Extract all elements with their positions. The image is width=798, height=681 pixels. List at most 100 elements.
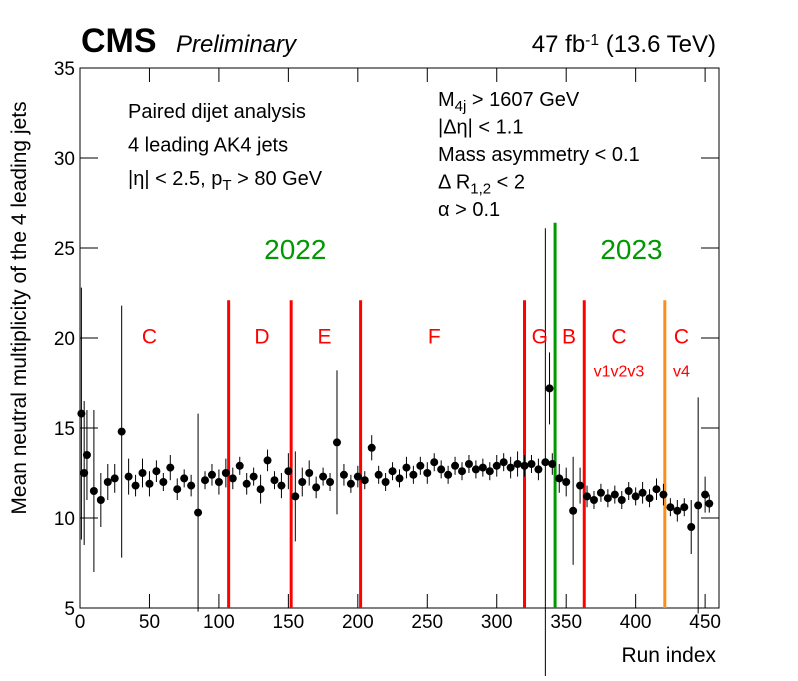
y-tick-label: 15 <box>54 419 75 440</box>
y-tick-label: 25 <box>54 239 75 260</box>
text-segment: > 80 GeV <box>232 168 323 190</box>
x-tick-label: 400 <box>620 612 652 633</box>
text-segment: α > 0.1 <box>438 199 500 221</box>
data-point <box>471 465 480 474</box>
data-point <box>423 469 432 477</box>
era-label: C <box>674 326 689 349</box>
era-label: C <box>611 326 626 349</box>
data-point <box>305 469 314 477</box>
era-sublabel: v4 <box>673 363 690 380</box>
data-point <box>326 478 335 486</box>
data-point <box>458 467 467 476</box>
data-point <box>617 496 626 504</box>
data-point <box>110 474 119 483</box>
x-tick-label: 100 <box>203 612 235 633</box>
data-point <box>96 496 105 504</box>
x-tick-label: 300 <box>481 612 513 633</box>
era-label: D <box>254 326 269 349</box>
data-point <box>395 474 404 483</box>
text-segment: > 1607 GeV <box>466 89 580 111</box>
era-label: F <box>428 326 441 349</box>
data-point <box>610 490 619 499</box>
data-point <box>589 496 598 504</box>
data-point <box>131 481 140 490</box>
era-label: B <box>562 326 576 349</box>
data-point <box>562 478 571 486</box>
data-point <box>339 470 348 479</box>
selection-line: Mass asymmetry < 0.1 <box>438 144 640 166</box>
text-segment: Mass asymmetry < 0.1 <box>438 144 640 166</box>
data-point <box>214 478 223 486</box>
data-point <box>194 508 203 517</box>
data-point <box>89 487 98 495</box>
data-point <box>319 472 328 481</box>
data-point <box>464 460 473 468</box>
selection-line: |η| < 2.5, pT > 80 GeV <box>128 168 323 194</box>
data-point <box>451 461 460 470</box>
data-point <box>492 461 501 470</box>
data-point <box>569 506 578 515</box>
data-point <box>631 492 640 501</box>
data-point <box>166 463 175 472</box>
data-point <box>138 469 147 477</box>
data-point <box>409 470 418 479</box>
data-point <box>346 479 355 488</box>
data-point <box>485 467 494 476</box>
text-segment: (13.6 TeV) <box>599 31 716 58</box>
x-tick-label: 350 <box>550 612 582 633</box>
data-point <box>298 478 307 486</box>
data-point <box>367 443 376 452</box>
data-point <box>548 460 557 468</box>
era-label: G <box>532 326 548 349</box>
year-label: 2022 <box>264 234 326 265</box>
data-point <box>652 485 661 494</box>
x-tick-label: 450 <box>689 612 721 633</box>
data-point <box>207 470 216 479</box>
data-point <box>402 463 411 472</box>
x-tick-label: 50 <box>139 612 160 633</box>
text-segment: Paired dijet analysis <box>128 101 306 123</box>
text-segment: < 2 <box>491 172 525 194</box>
data-point <box>353 472 362 481</box>
data-point <box>583 492 592 501</box>
data-point <box>117 427 126 436</box>
data-point <box>249 472 258 481</box>
text-segment: |η| < 2.5, p <box>128 168 222 190</box>
year-label: 2023 <box>600 234 662 265</box>
era-label: C <box>142 326 157 349</box>
data-point <box>228 474 237 483</box>
lumi: 47 fb-1 (13.6 TeV) <box>532 31 716 58</box>
subscript: 4j <box>455 98 467 115</box>
data-point <box>673 506 682 515</box>
data-point <box>145 479 154 488</box>
text-segment: Δ R <box>438 172 470 194</box>
data-point <box>82 451 91 459</box>
data-point <box>555 474 564 483</box>
data-point <box>499 458 508 467</box>
data-point <box>159 478 168 486</box>
data-point <box>103 478 112 486</box>
data-point <box>659 490 668 499</box>
data-point <box>187 481 196 490</box>
data-point <box>201 476 210 485</box>
data-point <box>180 474 189 483</box>
data-point <box>263 456 272 465</box>
text-segment: 4 leading AK4 jets <box>128 135 288 157</box>
data-point <box>235 461 244 470</box>
data-point <box>541 458 550 467</box>
selection-line: |Δη| < 1.1 <box>438 117 523 139</box>
data-point <box>256 485 265 494</box>
y-tick-label: 35 <box>54 59 75 80</box>
selection-line: Δ R1,2 < 2 <box>438 172 525 198</box>
data-point <box>534 465 543 474</box>
data-point <box>576 481 585 490</box>
data-point <box>374 470 383 479</box>
text-segment: M <box>438 89 455 111</box>
x-axis-label: Run index <box>621 644 716 667</box>
data-point <box>312 483 321 492</box>
data-point <box>545 384 554 393</box>
data-point <box>645 494 654 503</box>
data-point <box>513 460 522 468</box>
text-segment: 47 fb <box>532 31 585 58</box>
